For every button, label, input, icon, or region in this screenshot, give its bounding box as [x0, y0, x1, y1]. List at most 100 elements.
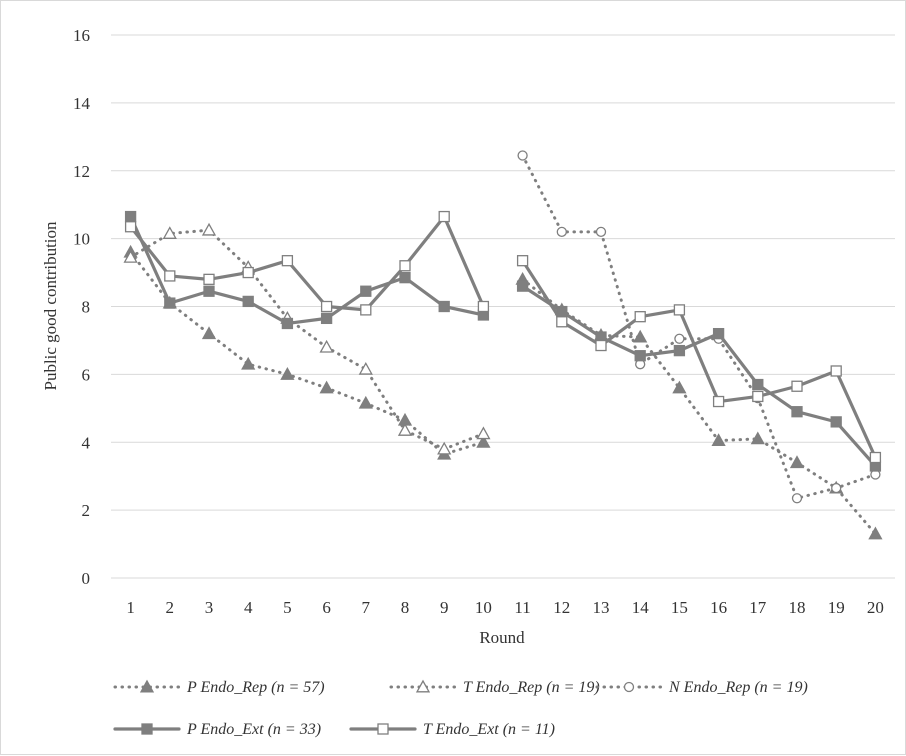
- y-tick-label: 10: [73, 230, 90, 249]
- data-point: [124, 210, 137, 223]
- series-line: [129, 214, 485, 326]
- data-point: [674, 333, 685, 344]
- y-tick-label: 16: [73, 26, 90, 45]
- data-point: [712, 327, 725, 340]
- data-point: [164, 270, 176, 282]
- x-tick-label: 9: [440, 598, 449, 617]
- x-axis-ticks: 1 2 3 4 5 6 7 8 9 10 11 12 13 14 15 16 17 18 19 20: [126, 598, 884, 617]
- data-point: [868, 526, 883, 540]
- series-5: [124, 210, 882, 464]
- data-point: [595, 339, 607, 352]
- data-point: [712, 395, 725, 408]
- data-point: [360, 304, 372, 316]
- data-point: [399, 272, 411, 284]
- x-tick-label: 5: [283, 598, 292, 617]
- x-tick-label: 10: [475, 598, 492, 617]
- data-point: [516, 280, 529, 292]
- data-point: [516, 255, 529, 267]
- legend-label: P Endo_Rep (n = 57): [186, 679, 325, 696]
- series-line: [129, 214, 485, 312]
- data-point: [241, 356, 256, 370]
- legend-marker: [623, 681, 635, 693]
- data-point: [634, 311, 646, 323]
- gridlines: [111, 34, 895, 579]
- data-point: [203, 285, 215, 297]
- data-point: [711, 433, 726, 447]
- legend-marker: [139, 679, 155, 693]
- legend: P Endo_Rep (n = 57) T Endo_Rep (n = 19) N …: [113, 679, 808, 738]
- data-point: [123, 249, 138, 263]
- data-point: [397, 423, 413, 436]
- x-tick-label: 8: [401, 598, 410, 617]
- x-tick-label: 4: [244, 598, 253, 617]
- x-axis-title: Round: [479, 628, 525, 647]
- y-tick-label: 12: [73, 162, 90, 181]
- x-tick-label: 20: [867, 598, 884, 617]
- data-point: [791, 380, 803, 392]
- y-tick-label: 2: [82, 501, 91, 520]
- data-point: [634, 350, 646, 362]
- x-tick-label: 16: [710, 598, 727, 617]
- x-tick-label: 6: [322, 598, 331, 617]
- legend-item: T Endo_Ext (n = 11): [349, 721, 555, 738]
- legend-item: P Endo_Ext (n = 33): [113, 721, 321, 738]
- data-point: [164, 297, 176, 309]
- data-point: [242, 266, 254, 279]
- data-point: [280, 367, 295, 380]
- x-tick-label: 13: [593, 598, 610, 617]
- data-point: [556, 226, 567, 237]
- data-point: [203, 273, 215, 286]
- data-point: [162, 226, 177, 239]
- x-tick-label: 14: [632, 598, 650, 617]
- data-point: [438, 210, 450, 223]
- data-point: [750, 431, 765, 445]
- series-group: [123, 150, 883, 540]
- data-point: [476, 426, 491, 440]
- data-point: [477, 300, 490, 313]
- legend-label: P Endo_Ext (n = 33): [186, 721, 321, 738]
- x-tick-label: 1: [126, 598, 135, 617]
- data-point: [281, 255, 294, 267]
- series-line: [521, 277, 877, 536]
- series-line: [520, 284, 878, 468]
- series-line: [521, 153, 877, 501]
- data-point: [242, 295, 254, 308]
- x-tick-label: 18: [789, 598, 806, 617]
- data-point: [595, 226, 607, 237]
- data-point: [673, 344, 686, 357]
- data-point: [438, 300, 450, 313]
- data-point: [672, 380, 687, 394]
- data-point: [789, 455, 805, 469]
- data-point: [633, 329, 648, 343]
- series-4: [124, 210, 882, 472]
- data-point: [752, 378, 764, 391]
- series-line: [129, 250, 485, 456]
- data-point: [319, 339, 334, 353]
- y-tick-label: 14: [73, 94, 91, 113]
- data-point: [437, 441, 452, 455]
- legend-label: N Endo_Rep (n = 19): [668, 679, 808, 696]
- x-tick-label: 12: [553, 598, 570, 617]
- y-tick-label: 0: [82, 569, 91, 588]
- y-tick-label: 4: [82, 433, 91, 452]
- legend-marker: [415, 679, 431, 693]
- data-point: [476, 434, 491, 448]
- data-point: [830, 416, 842, 428]
- x-tick-label: 11: [514, 598, 530, 617]
- data-point: [320, 312, 333, 325]
- x-tick-label: 2: [166, 598, 175, 617]
- x-tick-label: 7: [362, 598, 371, 617]
- data-point: [358, 361, 373, 375]
- legend-label: T Endo_Ext (n = 11): [423, 721, 555, 738]
- data-point: [358, 395, 373, 409]
- x-tick-label: 3: [205, 598, 214, 617]
- legend-marker: [141, 723, 153, 735]
- data-point: [517, 150, 528, 161]
- y-axis-ticks: 0 2 4 6 8 10 12 14 16: [73, 26, 91, 588]
- x-tick-label: 19: [828, 598, 845, 617]
- data-point: [830, 365, 842, 377]
- data-point: [201, 222, 217, 236]
- data-point: [399, 260, 411, 272]
- x-tick-label: 17: [749, 598, 767, 617]
